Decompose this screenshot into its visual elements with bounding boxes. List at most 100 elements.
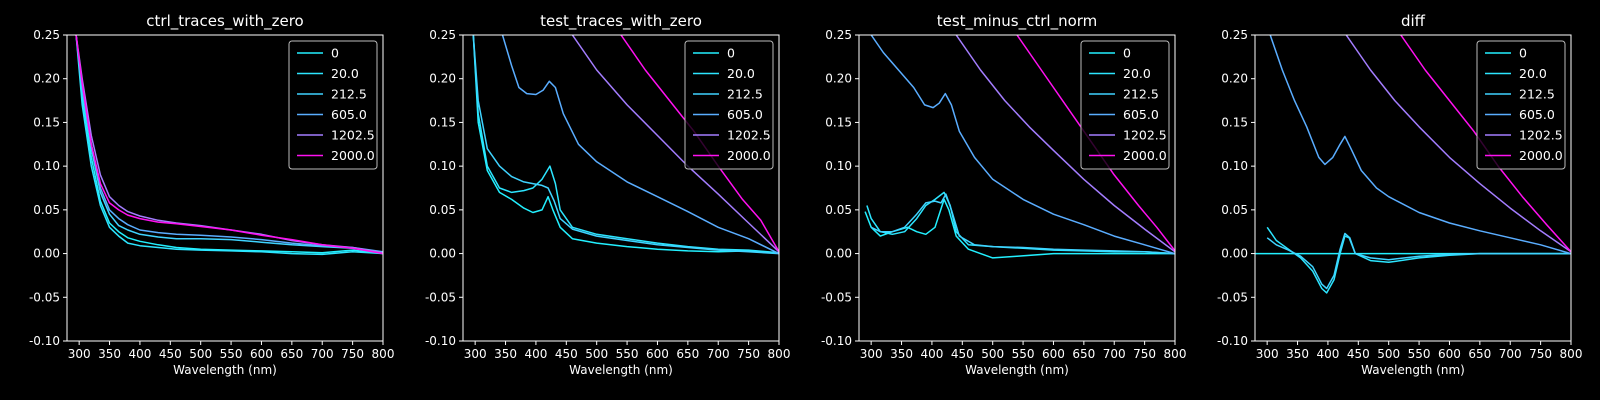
y-tick-label: -0.05: [425, 290, 456, 304]
legend: 0 20.0 212.5 605.0 1202.5 2000.0: [1080, 40, 1170, 170]
x-tick-label: 400: [128, 347, 151, 361]
y-tick-label: 0.10: [825, 159, 852, 173]
x-tick-label: 300: [464, 347, 487, 361]
series-line-2: [472, 35, 779, 254]
x-tick-label: 450: [951, 347, 974, 361]
panel-2: test_traces_with_zero 300 350 400 450 500 550 6…: [425, 12, 791, 377]
y-tick-label: 0.15: [429, 115, 456, 129]
x-tick-label: 550: [1408, 347, 1431, 361]
series-line-2: [866, 191, 1175, 255]
legend-entry: 0: [1123, 46, 1131, 61]
legend: 0 20.0 212.5 605.0 1202.5 2000.0: [684, 40, 774, 170]
x-tick-label: 800: [1560, 347, 1583, 361]
series-line-2: [75, 35, 383, 256]
x-tick-label: 650: [280, 347, 303, 361]
legend-entry: 212.5: [331, 87, 367, 102]
x-tick-label: 500: [1377, 347, 1400, 361]
y-tick-label: 0.10: [33, 159, 60, 173]
legend-entry: 2000.0: [727, 148, 771, 163]
y-tick-label: 0.10: [1221, 159, 1248, 173]
x-axis-label: Wavelength (nm): [173, 363, 277, 377]
legend-entry: 0: [727, 46, 735, 61]
legend-entry: 212.5: [1519, 87, 1555, 102]
y-tick-label: 0.15: [1221, 115, 1248, 129]
x-tick-label: 700: [311, 347, 334, 361]
legend-entry: 20.0: [331, 66, 359, 81]
x-tick-label: 550: [616, 347, 639, 361]
x-tick-label: 600: [646, 347, 669, 361]
legend-entry: 1202.5: [331, 128, 375, 143]
y-tick-label: -0.10: [425, 334, 456, 348]
series-group: [1255, 35, 1571, 294]
legend-entry: 212.5: [727, 87, 763, 102]
y-tick-label: 0.05: [33, 203, 60, 217]
x-tick-label: 650: [1468, 347, 1491, 361]
y-tick-label: -0.05: [29, 290, 60, 304]
chart-title: test_traces_with_zero: [540, 12, 702, 31]
y-tick-label: 0.25: [825, 28, 852, 42]
x-tick-label: 600: [1438, 347, 1461, 361]
legend-entry: 2000.0: [1123, 148, 1167, 163]
x-tick-label: 750: [1529, 347, 1552, 361]
y-tick-label: 0.15: [33, 115, 60, 129]
series-line-1: [864, 198, 1175, 259]
y-tick-label: -0.05: [821, 290, 852, 304]
series-line-3: [1266, 232, 1571, 290]
series-line-1: [75, 35, 383, 255]
x-tick-label: 750: [341, 347, 364, 361]
series-line-4: [1269, 35, 1571, 255]
x-tick-label: 500: [585, 347, 608, 361]
x-tick-label: 400: [524, 347, 547, 361]
x-axis-label: Wavelength (nm): [569, 363, 673, 377]
legend-entry: 605.0: [727, 107, 763, 122]
y-tick-label: 0.00: [1221, 247, 1248, 261]
x-tick-label: 300: [68, 347, 91, 361]
x-tick-label: 600: [250, 347, 273, 361]
x-tick-label: 800: [372, 347, 395, 361]
chart-title: diff: [1401, 12, 1426, 30]
y-tick-label: 0.25: [33, 28, 60, 42]
series-line-5: [1345, 35, 1571, 253]
series-line-3: [75, 35, 383, 254]
chart-title: ctrl_traces_with_zero: [146, 12, 303, 31]
x-tick-label: 350: [98, 347, 121, 361]
y-tick-label: 0.00: [429, 247, 456, 261]
y-tick-label: 0.10: [429, 159, 456, 173]
y-tick-label: 0.20: [1221, 72, 1248, 86]
y-tick-label: 0.05: [429, 203, 456, 217]
x-tick-label: 300: [860, 347, 883, 361]
x-tick-label: 750: [737, 347, 760, 361]
x-tick-label: 350: [890, 347, 913, 361]
axes-frame: [858, 34, 1176, 342]
y-tick-label: -0.10: [29, 334, 60, 348]
axes-frame: [66, 34, 384, 342]
x-tick-label: 450: [159, 347, 182, 361]
legend: 0 20.0 212.5 605.0 1202.5 2000.0: [1476, 40, 1566, 170]
series-line-4: [870, 35, 1175, 255]
y-tick-label: 0.25: [429, 28, 456, 42]
y-tick-label: 0.20: [825, 72, 852, 86]
x-axis-label: Wavelength (nm): [965, 363, 1069, 377]
x-tick-label: 350: [1286, 347, 1309, 361]
legend: 0 20.0 212.5 605.0 1202.5 2000.0: [288, 40, 378, 170]
panel-4: diff 300 350 400 450 500 550 600 650 700 750 800 -0.…: [1217, 12, 1583, 377]
legend-entry: 1202.5: [1519, 128, 1563, 143]
legend-entry: 605.0: [331, 107, 367, 122]
y-tick-label: 0.25: [1221, 28, 1248, 42]
y-tick-label: 0.05: [1221, 203, 1248, 217]
legend-entry: 20.0: [1123, 66, 1151, 81]
panel-1: ctrl_traces_with_zero 300 350 400 450 500 550 6…: [29, 12, 395, 377]
x-tick-label: 550: [1012, 347, 1035, 361]
legend-entry: 20.0: [1519, 66, 1547, 81]
x-tick-label: 700: [1103, 347, 1126, 361]
series-line-4: [501, 35, 779, 255]
y-tick-label: 0.20: [33, 72, 60, 86]
series-line-5: [571, 35, 779, 253]
legend-entry: 2000.0: [1519, 148, 1563, 163]
legend-entry: 605.0: [1519, 107, 1555, 122]
x-tick-label: 550: [220, 347, 243, 361]
x-tick-label: 400: [920, 347, 943, 361]
legend-entry: 1202.5: [1123, 128, 1167, 143]
x-axis-label: Wavelength (nm): [1361, 363, 1465, 377]
